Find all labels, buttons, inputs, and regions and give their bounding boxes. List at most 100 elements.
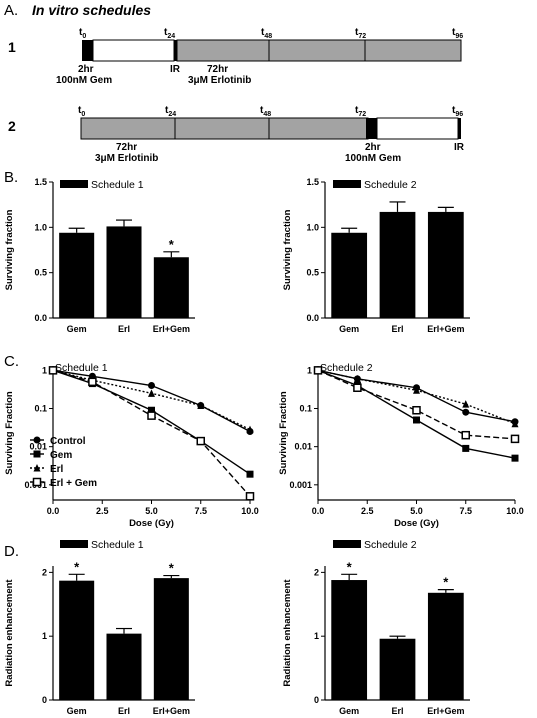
significance-marker-gem: * xyxy=(347,559,353,574)
x-tick-label: 7.5 xyxy=(194,506,207,516)
y-axis-label: Surviving Fraction xyxy=(278,391,289,475)
y-axis-label: Surviving Fraction xyxy=(4,391,15,475)
legend-label: Schedule 2 xyxy=(364,539,417,551)
data-point-control xyxy=(462,408,470,416)
chart-title: Schedule 1 xyxy=(55,362,108,374)
data-point-erl-gem xyxy=(353,383,362,392)
data-point-control xyxy=(148,382,155,390)
y-tick-label: 1 xyxy=(314,631,319,641)
x-tick-label-erl-gem: Erl+Gem xyxy=(427,324,464,334)
x-tick-label: 5.0 xyxy=(410,506,423,516)
y-tick-label: 1.0 xyxy=(306,222,319,232)
y-tick-label: 1 xyxy=(42,365,47,375)
erlotinib-block xyxy=(176,39,462,62)
data-point-gem xyxy=(148,406,155,414)
bar-erl-gem xyxy=(153,257,189,318)
panel-letter-a: A. xyxy=(4,2,18,19)
legend-label-erl: Erl xyxy=(50,464,64,475)
legend-marker-erl-gem xyxy=(32,477,42,487)
s1-gem-time: 2hr xyxy=(78,64,94,75)
s1-erl-time: 72hr xyxy=(207,64,228,75)
data-point-erl-gem xyxy=(313,366,323,375)
y-axis-label: Radiation enhancement xyxy=(282,579,293,687)
legend-label-gem: Gem xyxy=(50,450,72,461)
bar-erl xyxy=(379,211,416,318)
y-tick-label: 1.0 xyxy=(34,222,47,232)
legend-swatch xyxy=(333,540,361,548)
data-point-erl xyxy=(462,400,470,408)
bar-chart-d-schedule-2: 0 1 2 Radiation enhancement * Gem Erl * Erl+Gem S… xyxy=(282,539,470,716)
bar-chart-b-schedule-1: 0.0 0.5 1.0 1.5 Surviving fraction Gem Erl * Erl… xyxy=(4,177,195,334)
legend-marker-control xyxy=(33,436,41,444)
panel-letter-d: D. xyxy=(4,543,19,560)
y-axis-label: Surviving fraction xyxy=(282,209,293,290)
gem-block xyxy=(366,118,377,139)
y-tick-label: 0 xyxy=(42,695,47,705)
significance-marker-gem: * xyxy=(74,559,80,574)
bar-erl xyxy=(106,633,142,700)
bar-gem xyxy=(59,232,95,318)
data-point-gem xyxy=(413,416,420,424)
s1-t0-label: t0 xyxy=(79,27,86,40)
x-axis-label: Dose (Gy) xyxy=(394,518,439,529)
data-point-erl xyxy=(246,425,254,434)
s2-gem-time: 2hr xyxy=(365,142,381,153)
legend-label-erl-gem: Erl + Gem xyxy=(50,478,97,489)
y-tick-label: 0.5 xyxy=(34,268,47,278)
bar-erl xyxy=(106,226,142,318)
panel-letter-b: B. xyxy=(4,169,18,186)
y-tick-label: 0.0 xyxy=(34,313,47,323)
schedule-2-timeline xyxy=(80,117,461,140)
x-tick-label-erl-gem: Erl+Gem xyxy=(153,706,190,716)
x-tick-label-gem: Gem xyxy=(67,324,87,334)
data-point-erl-gem xyxy=(245,492,255,501)
bar-gem xyxy=(331,232,368,318)
y-tick-label: 0.5 xyxy=(306,268,319,278)
survival-curve-schedule-2: 1 0.1 0.01 0.001 0.0 2.5 5.0 7.5 10.0 Dose (Gy) Su… xyxy=(278,362,524,529)
s1-t24-label: t24 xyxy=(164,27,175,40)
schedule-2-number: 2 xyxy=(8,118,16,134)
s1-ir-label: IR xyxy=(170,64,181,75)
s1-erl-dose: 3μM Erlotinib xyxy=(188,75,251,86)
s2-erl-dose: 3μM Erlotinib xyxy=(95,153,158,164)
bar-chart-b-schedule-2: 0.0 0.5 1.0 1.5 Surviving fraction Gem Erl Erl+… xyxy=(282,177,470,334)
series-line-erl-gem xyxy=(317,369,516,440)
x-tick-label: 5.0 xyxy=(145,506,158,516)
s2-gem-dose: 100nM Gem xyxy=(345,153,401,164)
y-tick-label: 2 xyxy=(42,567,47,577)
s1-t48-label: t48 xyxy=(261,27,272,40)
y-tick-label: 0.001 xyxy=(289,480,312,490)
bar-erl-gem xyxy=(153,578,189,700)
y-tick-label: 1.5 xyxy=(306,177,319,187)
x-tick-label-erl: Erl xyxy=(118,324,130,334)
x-tick-label: 7.5 xyxy=(459,506,472,516)
bar-gem xyxy=(331,580,368,700)
bar-erl xyxy=(379,638,416,700)
x-tick-label: 2.5 xyxy=(96,506,109,516)
x-tick-label-erl: Erl xyxy=(118,706,130,716)
data-point-erl-gem xyxy=(196,436,205,446)
legend-swatch xyxy=(60,180,88,188)
data-point-erl-gem xyxy=(461,430,470,440)
legend-label: Schedule 1 xyxy=(91,179,144,191)
data-point-erl xyxy=(413,386,420,394)
y-axis-label: Radiation enhancement xyxy=(4,579,15,687)
chart-title: Schedule 2 xyxy=(320,362,373,374)
data-point-gem xyxy=(462,444,470,452)
y-tick-label: 0 xyxy=(314,695,319,705)
data-point-erl-gem xyxy=(147,411,156,420)
x-tick-label-gem: Gem xyxy=(339,706,359,716)
s2-t24-label: t24 xyxy=(165,105,176,118)
x-tick-label-erl: Erl xyxy=(391,706,403,716)
s1-t72-label: t72 xyxy=(355,27,366,40)
data-point-erl xyxy=(511,419,519,428)
washout-block xyxy=(92,39,175,62)
ir-marker xyxy=(458,118,461,139)
y-tick-label: 1 xyxy=(42,631,47,641)
legend-label-control: Control xyxy=(50,436,86,447)
legend-marker-gem xyxy=(33,450,41,458)
x-tick-label-erl-gem: Erl+Gem xyxy=(153,324,190,334)
data-point-erl xyxy=(353,374,361,383)
